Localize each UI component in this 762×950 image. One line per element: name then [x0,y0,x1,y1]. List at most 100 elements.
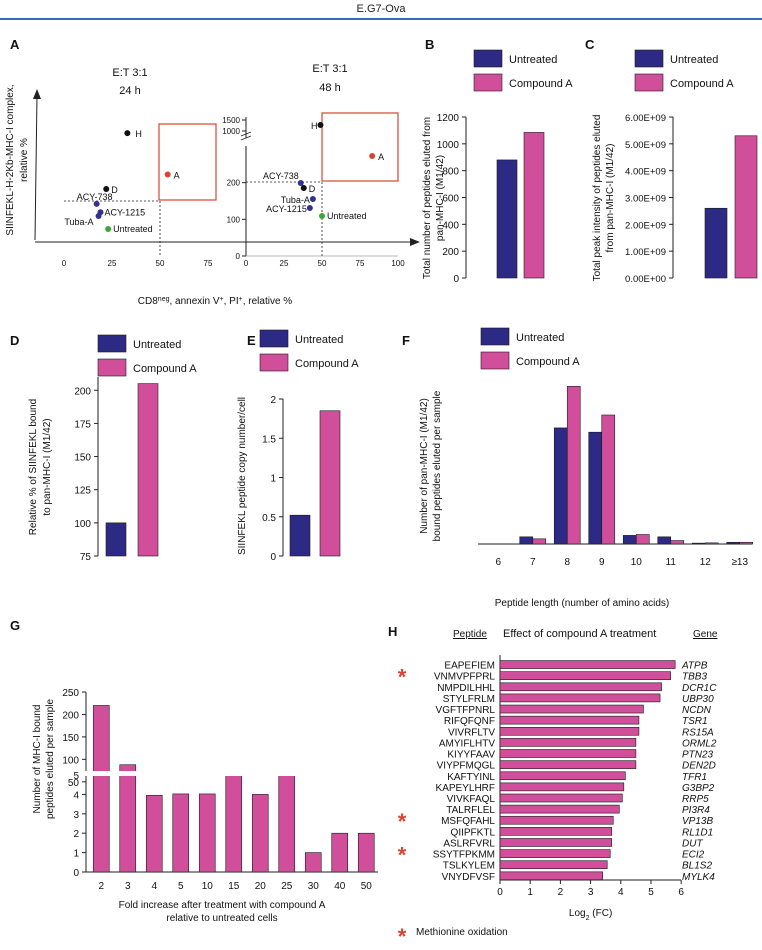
panel-h-gene-label: DCR1C [682,683,717,694]
legend-swatch-compound-a [97,358,127,377]
panel-f-bar-compound-a [566,386,581,545]
panel-a-24h-point [164,171,171,178]
panel-b-bar-compound-a [523,132,545,279]
panel-h-gene-label: RL1D1 [682,827,713,838]
legend-swatch-compound-a [473,73,503,92]
panel-h-peptide-label: VIVKFAQL [447,794,496,805]
panel-d-y-tick-label: 125 [74,486,91,497]
panel-f-ylabel-line2: bound peptides eluted per sample [432,390,443,541]
panel-h-x-tick-label: 5 [648,887,654,898]
panel-d-y-tick-label: 150 [74,453,91,464]
panel-a-24h-point [124,130,131,137]
panel-h-gene-label: NCDN [682,705,712,716]
panel-letter-c: C [585,37,595,52]
panel-g-xlabel-line2: relative to untreated cells [166,913,277,924]
panel-a-ylabel-line2: relative % [19,138,30,182]
panel-g-x-tick-label: 2 [98,881,104,892]
panel-a-48h-axis-break [240,135,252,141]
panel-h-peptide-label: KIYYFAAV [447,750,495,761]
panel-f-x-tick-label: 7 [530,557,536,568]
panel-g-y-tick-label: 0 [73,868,79,879]
panel-a-48h-point [300,185,307,191]
panel-f-x-tick-label: 12 [700,557,712,568]
legend-label-compound-a: Compound A [133,363,197,375]
panel-g-y-tick-label: 250 [62,688,79,699]
panel-h-peptide-label: VIVRFLTV [448,727,495,738]
panel-b-y-tick-label: 1000 [437,140,460,151]
legend-swatch-untreated [634,49,664,68]
panel-e-bar-compound-a [319,410,341,557]
panel-a-48h-point-label: H [311,121,318,131]
panel-g-x-tick-label: 50 [361,881,373,892]
panel-f-x-tick-label: 10 [631,557,643,568]
panel-h-bar [499,815,614,825]
panel-a-x-arrowhead [410,238,420,246]
panel-a-24h-x-tick-label: 25 [108,259,117,268]
panel-g-axis-break [80,771,380,776]
panel-c-ylabel-line1: Total peak intensity of peptides eluted [592,115,603,282]
panel-f-x-tick-label: 11 [666,557,677,568]
panel-g-y-tick-label: 3 [73,810,79,821]
panel-a-24h-title-line2: 24 h [119,85,140,97]
legend-label-untreated: Untreated [670,54,718,66]
panel-a-24h-point [103,186,110,193]
legend-swatch-untreated [259,329,289,348]
panel-e-y-tick-label: 1 [270,474,276,485]
panel-g-y-tick-label: 5 [73,771,79,782]
panel-h-legend-star: * [398,924,407,949]
panel-a-ylabel-line1: SIINFEKL-H-2Kb-MHC-I complex, [5,84,16,235]
panel-a-24h-point [105,226,112,232]
panel-b-ylabel-line2: pan-MHC-I (M1/42) [435,155,446,241]
legend-swatch-compound-a [634,73,664,92]
legend-swatch-untreated [480,327,510,346]
panel-h-peptide-label: VNYDFVSF [442,872,495,883]
panel-g-y-tick-label: 150 [62,733,79,744]
panel-h-peptide-label: SSYTFPKMM [433,850,495,861]
panel-a-y-arrowhead [33,89,41,99]
panel-b-y-tick-label: 0 [453,274,459,285]
panel-a-48h-x-tick-label: 0 [244,259,249,268]
panel-h-peptide-label: STYLFRLM [443,694,495,705]
panel-a-24h-highlight-box [158,123,217,201]
panel-c-ylabel-line2: from pan-MHC-I (M1/42) [605,144,616,253]
panel-f-x-tick-label: 8 [564,557,570,568]
panel-a-48h-title-line2: 48 h [319,82,340,94]
panel-a-48h-point-label: D [309,184,316,194]
panel-h-peptide-label: QIIPFKTL [451,827,496,838]
panel-g-bar [92,705,110,873]
panel-g-x-tick-label: 10 [202,881,214,892]
panel-b-y-tick-label: 400 [442,220,459,231]
panel-h-peptide-label: KAPEYLHRF [436,783,495,794]
panel-g-x-tick-label: 15 [228,881,240,892]
panel-g-x-tick-label: 30 [308,881,320,892]
panel-a-48h-point-label: A [378,152,384,162]
panel-a-48h-point-label: Tuba-A [281,195,310,205]
panel-a-24h-point-label: Tuba-A [64,217,93,227]
panel-f-bar-compound-a [739,541,754,545]
panel-h-x-tick-label: 2 [558,887,564,898]
panel-a-24h-x-tick-label: 75 [204,259,213,268]
panel-a-48h-y-tick-label: 1000 [222,127,240,136]
panel-f-x-tick-label: 9 [599,557,605,568]
panel-h-bar [499,860,608,870]
panel-g-x-tick-label: 4 [151,881,157,892]
panel-h-x-tick-label: 0 [497,887,503,898]
panel-a-48h-point-label: ACY-738 [263,171,299,181]
panel-a-48h-axis-break [240,131,252,137]
panel-h-methionine-star: * [398,665,407,690]
panel-h-bar [499,749,637,758]
panel-h-peptide-label: VNMVPFPRL [434,672,496,683]
page-title: E.G7-Ova [356,3,406,15]
panel-g-bar [119,764,137,873]
legend-label-compound-a: Compound A [295,358,359,370]
panel-h-bar [499,771,626,781]
panel-a-24h-x-tick-label: 0 [62,259,67,268]
legend-label-compound-a: Compound A [509,78,573,90]
panel-h-gene-header: Gene [693,629,718,640]
panel-a-24h-point-label: A [174,170,180,180]
panel-h-bar [499,682,662,692]
panel-h-peptide-label: MSFQFAHL [441,816,495,827]
panel-h-gene-label: BL1S2 [682,861,712,872]
panel-h-peptide-label: VGFTFPNRL [436,705,496,716]
panel-g-y-tick-label: 2 [73,829,79,840]
